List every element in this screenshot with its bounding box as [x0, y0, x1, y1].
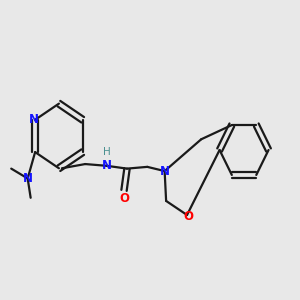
Text: O: O	[119, 192, 129, 205]
Text: N: N	[28, 113, 39, 126]
Text: N: N	[102, 159, 112, 172]
Text: H: H	[103, 148, 111, 158]
Text: O: O	[184, 210, 194, 223]
Text: N: N	[23, 172, 33, 185]
Text: N: N	[160, 165, 170, 178]
